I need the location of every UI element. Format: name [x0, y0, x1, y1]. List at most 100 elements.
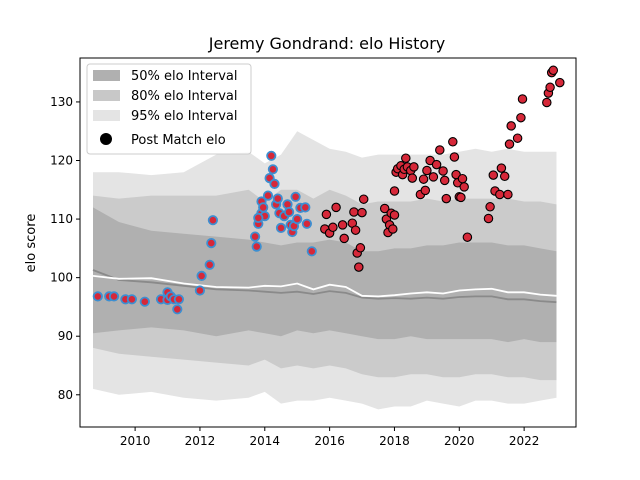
data-point — [389, 210, 400, 220]
median-elo-line — [92, 275, 557, 298]
data-point — [504, 139, 515, 149]
data-point — [357, 207, 367, 218]
data-point — [355, 243, 366, 253]
data-point — [126, 294, 137, 305]
y-tick-label: 100 — [50, 271, 73, 285]
data-point — [301, 218, 312, 229]
data-point — [350, 225, 361, 235]
data-point — [258, 202, 269, 213]
legend-swatch-band95 — [93, 110, 120, 121]
data-point — [516, 112, 526, 123]
data-point — [337, 220, 348, 230]
y-axis-label: elo score — [24, 214, 39, 273]
data-point — [206, 238, 217, 249]
data-point — [379, 203, 390, 214]
x-tick-label: 2016 — [314, 434, 345, 448]
y-axis: 80 90 100 110 120 130 — [50, 95, 80, 402]
y-tick-label: 130 — [50, 95, 73, 109]
data-point — [339, 233, 349, 244]
data-point — [428, 172, 439, 182]
data-point — [409, 162, 419, 172]
data-point — [389, 186, 400, 196]
data-point — [173, 294, 184, 305]
data-point — [251, 241, 262, 252]
x-tick-label: 2014 — [250, 434, 281, 448]
legend-marker-post-match — [100, 133, 112, 145]
x-tick-label: 2018 — [379, 434, 410, 448]
data-point — [388, 224, 398, 234]
data-point — [204, 259, 215, 270]
data-point — [401, 153, 411, 163]
data-point — [407, 173, 418, 183]
data-point — [92, 291, 103, 302]
data-point — [108, 291, 120, 302]
y-tick-label: 110 — [50, 212, 73, 226]
data-point — [328, 222, 338, 233]
data-point — [422, 165, 432, 176]
legend-label-band80: 80% elo Interval — [131, 89, 238, 104]
data-point — [172, 304, 183, 315]
data-point — [462, 232, 473, 242]
data-point — [431, 159, 442, 170]
data-point — [196, 270, 207, 281]
data-point — [275, 222, 287, 233]
y-tick-label: 120 — [50, 154, 73, 168]
data-point — [250, 231, 261, 242]
data-point — [488, 170, 499, 180]
data-point — [283, 206, 295, 218]
data-point — [194, 285, 205, 296]
legend-box — [86, 63, 252, 155]
data-point — [266, 150, 277, 161]
data-point — [506, 121, 516, 131]
data-point — [457, 173, 468, 184]
data-point — [448, 137, 458, 147]
data-point — [321, 209, 332, 220]
data-point — [449, 152, 460, 162]
x-tick-label: 2012 — [185, 434, 216, 448]
data-point — [512, 133, 523, 143]
data-point — [420, 185, 431, 196]
legend-swatch-band50 — [93, 70, 120, 81]
data-point — [253, 212, 264, 223]
data-point — [290, 191, 301, 202]
data-point — [435, 145, 445, 155]
data-point — [503, 189, 513, 200]
data-point — [354, 262, 364, 272]
data-point — [272, 193, 283, 204]
interval-bands — [93, 131, 557, 410]
data-point — [495, 189, 505, 200]
data-point — [349, 207, 359, 217]
data-point — [300, 202, 311, 213]
data-point — [139, 296, 150, 307]
data-point — [439, 175, 450, 186]
chart-title: Jeremy Gondrand: elo History — [208, 34, 446, 53]
trend-lines — [92, 269, 557, 304]
x-tick-label: 2010 — [120, 434, 151, 448]
x-axis: 2010 2012 2014 2016 2018 2020 2022 — [120, 427, 540, 448]
data-point — [496, 163, 507, 173]
data-point — [441, 193, 452, 204]
data-point — [292, 214, 303, 225]
legend-label-band50: 50% elo Interval — [131, 69, 238, 84]
data-point — [499, 171, 510, 182]
x-tick-label: 2022 — [509, 434, 540, 448]
legend-label-post-match: Post Match elo — [131, 133, 226, 148]
data-point — [483, 213, 494, 224]
data-point — [262, 190, 274, 201]
mean-elo-line — [92, 269, 557, 304]
legend-swatch-band80 — [93, 90, 120, 101]
data-point — [548, 65, 559, 76]
data-point — [555, 77, 565, 88]
data-point — [207, 215, 218, 226]
data-point — [331, 202, 341, 213]
data-point — [418, 174, 429, 184]
data-point — [542, 97, 552, 108]
x-tick-label: 2020 — [444, 434, 475, 448]
data-point — [485, 202, 495, 212]
legend: 50% elo Interval 80% elo Interval 95% el… — [86, 63, 252, 155]
y-tick-label: 80 — [58, 388, 73, 402]
y-tick-label: 90 — [58, 329, 73, 343]
data-point — [438, 166, 448, 176]
data-point — [358, 194, 369, 204]
data-point — [456, 192, 466, 203]
